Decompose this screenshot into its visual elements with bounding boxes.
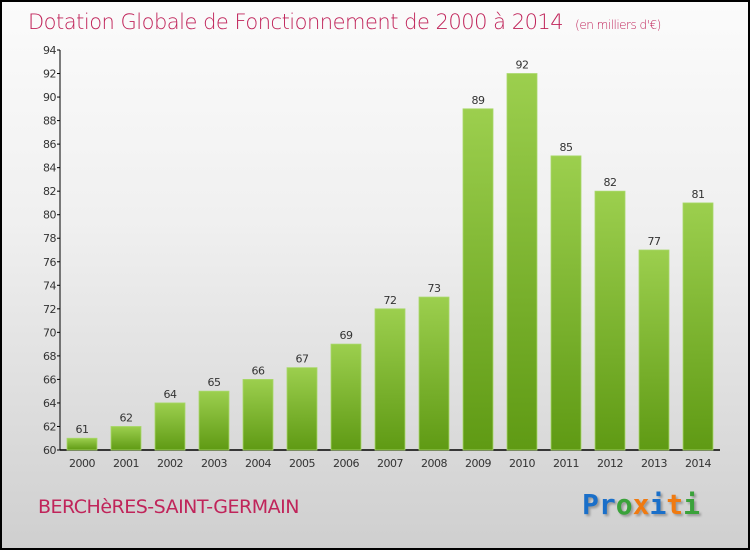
x-tick-label: 2012 — [597, 457, 623, 470]
x-tick-label: 2011 — [553, 457, 579, 470]
x-tick-label: 2008 — [421, 457, 447, 470]
x-tick-label: 2013 — [641, 457, 667, 470]
logo-letter: o — [615, 488, 633, 521]
x-tick-label: 2001 — [113, 457, 139, 470]
y-tick-label: 88 — [43, 115, 56, 128]
data-label: 65 — [208, 376, 221, 389]
x-tick-label: 2000 — [69, 457, 95, 470]
y-tick-label: 94 — [43, 44, 56, 57]
y-tick-label: 68 — [43, 350, 56, 363]
y-tick-label: 74 — [43, 279, 56, 292]
x-tick-label: 2009 — [465, 457, 491, 470]
bar — [330, 343, 362, 451]
data-label: 89 — [472, 94, 485, 107]
logo-letter: P — [582, 488, 599, 521]
x-tick-label: 2014 — [685, 457, 711, 470]
bar — [286, 367, 318, 451]
data-label: 64 — [164, 388, 177, 401]
x-tick-label: 2010 — [509, 457, 535, 470]
y-tick-label: 76 — [43, 256, 56, 269]
bar — [506, 73, 538, 451]
logo-letter: i — [649, 488, 667, 521]
y-tick-label: 72 — [43, 303, 56, 316]
y-tick-label: 70 — [43, 326, 56, 339]
bar — [462, 108, 494, 451]
bar — [374, 308, 406, 451]
bar — [594, 190, 626, 451]
bar — [638, 249, 670, 451]
data-label: 72 — [384, 294, 397, 307]
bar — [682, 202, 714, 451]
data-label: 77 — [648, 235, 661, 248]
x-tick-label: 2007 — [377, 457, 403, 470]
data-label: 67 — [296, 353, 309, 366]
bar — [242, 379, 274, 451]
bar — [66, 437, 98, 451]
logo-letter: x — [632, 488, 650, 521]
x-tick-label: 2006 — [333, 457, 359, 470]
logo-letter: t — [666, 488, 684, 521]
x-tick-label: 2004 — [245, 457, 271, 470]
y-tick-label: 84 — [43, 162, 56, 175]
x-tick-label: 2003 — [201, 457, 227, 470]
y-tick-label: 90 — [43, 91, 56, 104]
data-label: 73 — [428, 282, 441, 295]
data-label: 66 — [252, 364, 265, 377]
data-label: 69 — [340, 329, 353, 342]
data-label: 81 — [692, 188, 705, 201]
data-label: 82 — [604, 176, 617, 189]
proxiti-logo: Proxiti — [582, 488, 700, 521]
data-label: 62 — [120, 411, 133, 424]
y-tick-label: 82 — [43, 185, 56, 198]
bar — [198, 390, 230, 451]
x-tick-label: 2005 — [289, 457, 315, 470]
x-tick-label: 2002 — [157, 457, 183, 470]
data-label: 85 — [560, 141, 573, 154]
data-label: 92 — [516, 59, 529, 72]
unit-label: (en milliers d'€) — [575, 18, 661, 32]
bar — [418, 296, 450, 451]
bar — [154, 402, 186, 451]
y-tick-label: 66 — [43, 373, 56, 386]
bar — [550, 155, 582, 451]
y-tick-label: 92 — [43, 68, 56, 81]
bar — [110, 426, 142, 451]
data-label: 61 — [76, 423, 89, 436]
y-tick-label: 60 — [43, 444, 56, 457]
logo-letter: i — [683, 488, 701, 521]
commune-name: BERCHèRES-SAINT-GERMAIN — [38, 496, 299, 518]
chart-title: Dotation Globale de Fonctionnement de 20… — [28, 10, 661, 34]
logo-letter: r — [598, 488, 616, 521]
y-tick-label: 80 — [43, 209, 56, 222]
y-tick-label: 86 — [43, 138, 56, 151]
y-tick-label: 62 — [43, 420, 56, 433]
y-tick-label: 78 — [43, 232, 56, 245]
title-text: Dotation Globale de Fonctionnement de 20… — [28, 10, 564, 34]
y-tick-label: 64 — [43, 397, 56, 410]
